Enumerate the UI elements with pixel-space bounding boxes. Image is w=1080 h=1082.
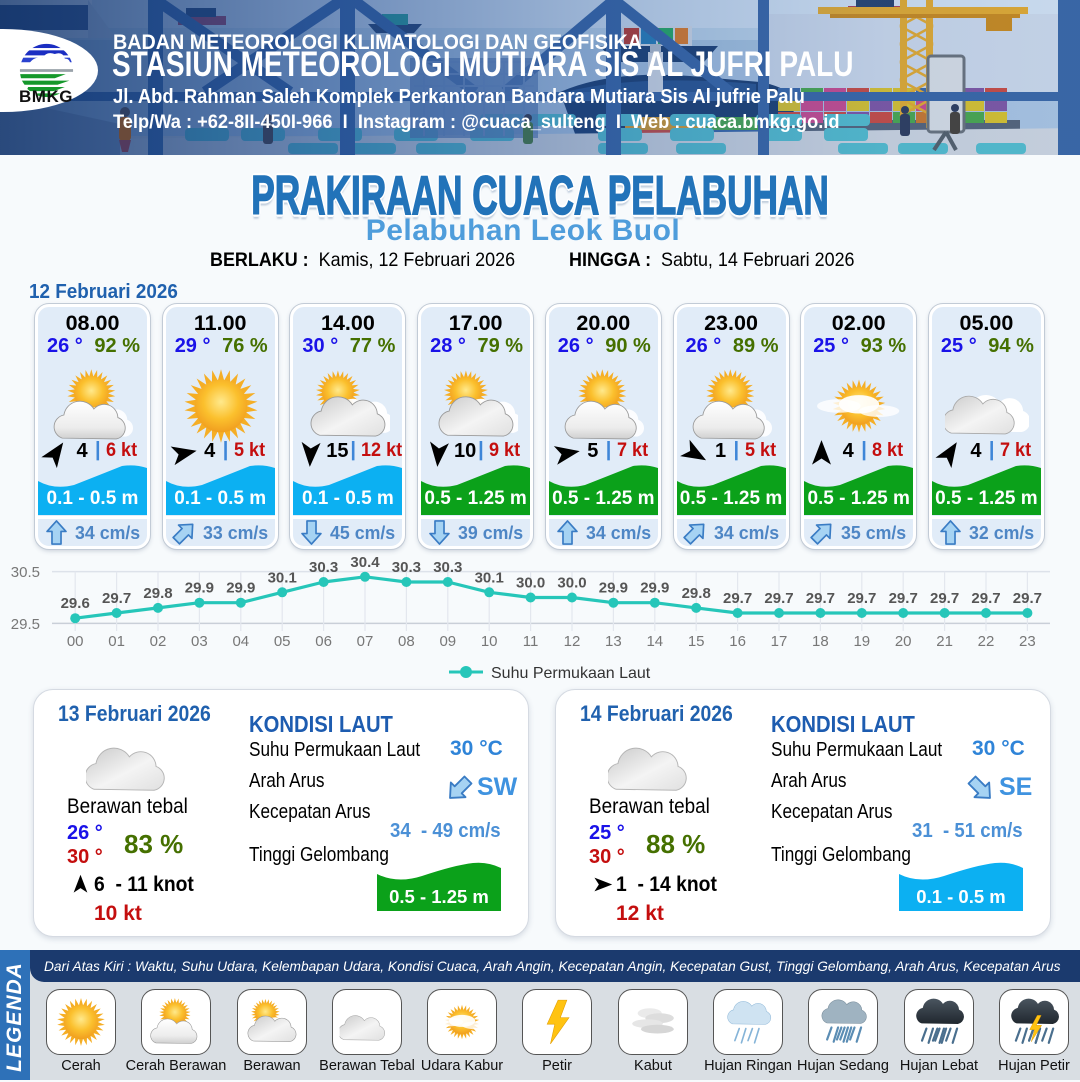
svg-text:07: 07 [357, 633, 374, 650]
svg-text:21: 21 [936, 633, 953, 650]
svg-text:02: 02 [150, 633, 167, 650]
svg-text:09: 09 [439, 633, 456, 650]
svg-text:01: 01 [108, 633, 125, 650]
svg-text:29.7: 29.7 [930, 590, 959, 607]
svg-text:29.7: 29.7 [889, 590, 918, 607]
svg-text:30.0: 30.0 [557, 575, 586, 592]
svg-text:08: 08 [398, 633, 415, 650]
svg-text:30.3: 30.3 [309, 559, 338, 576]
svg-text:29.9: 29.9 [599, 580, 628, 597]
svg-text:29.9: 29.9 [185, 580, 214, 597]
svg-text:04: 04 [232, 633, 249, 650]
svg-text:29.7: 29.7 [1013, 590, 1042, 607]
svg-text:30.3: 30.3 [433, 559, 462, 576]
svg-text:29.7: 29.7 [102, 590, 131, 607]
svg-text:29.9: 29.9 [640, 580, 669, 597]
svg-text:29.7: 29.7 [971, 590, 1000, 607]
svg-text:00: 00 [67, 633, 84, 650]
svg-text:30.1: 30.1 [475, 569, 504, 586]
svg-text:30.4: 30.4 [350, 555, 380, 571]
svg-text:30.1: 30.1 [268, 569, 297, 586]
svg-text:30.3: 30.3 [392, 559, 421, 576]
svg-text:10: 10 [481, 633, 498, 650]
svg-text:18: 18 [812, 633, 829, 650]
svg-text:05: 05 [274, 633, 291, 650]
svg-text:29.7: 29.7 [806, 590, 835, 607]
svg-text:29.7: 29.7 [847, 590, 876, 607]
svg-text:22: 22 [978, 633, 995, 650]
svg-text:29.6: 29.6 [61, 595, 90, 612]
svg-text:29.5: 29.5 [11, 616, 40, 633]
svg-text:29.7: 29.7 [764, 590, 793, 607]
svg-text:29.7: 29.7 [723, 590, 752, 607]
svg-text:30.5: 30.5 [11, 564, 40, 581]
svg-text:Suhu Permukaan Laut: Suhu Permukaan Laut [491, 665, 651, 682]
svg-text:19: 19 [853, 633, 870, 650]
svg-text:23: 23 [1019, 633, 1036, 650]
svg-text:29.8: 29.8 [143, 585, 172, 602]
svg-text:16: 16 [729, 633, 746, 650]
svg-text:20: 20 [895, 633, 912, 650]
svg-text:29.9: 29.9 [226, 580, 255, 597]
svg-text:12: 12 [564, 633, 581, 650]
svg-text:29.8: 29.8 [682, 585, 711, 602]
svg-text:30.0: 30.0 [516, 575, 545, 592]
svg-text:03: 03 [191, 633, 208, 650]
svg-text:14: 14 [646, 633, 663, 650]
svg-text:11: 11 [523, 633, 539, 650]
svg-text:15: 15 [688, 633, 705, 650]
svg-text:17: 17 [771, 633, 788, 650]
svg-text:06: 06 [315, 633, 332, 650]
svg-text:13: 13 [605, 633, 622, 650]
